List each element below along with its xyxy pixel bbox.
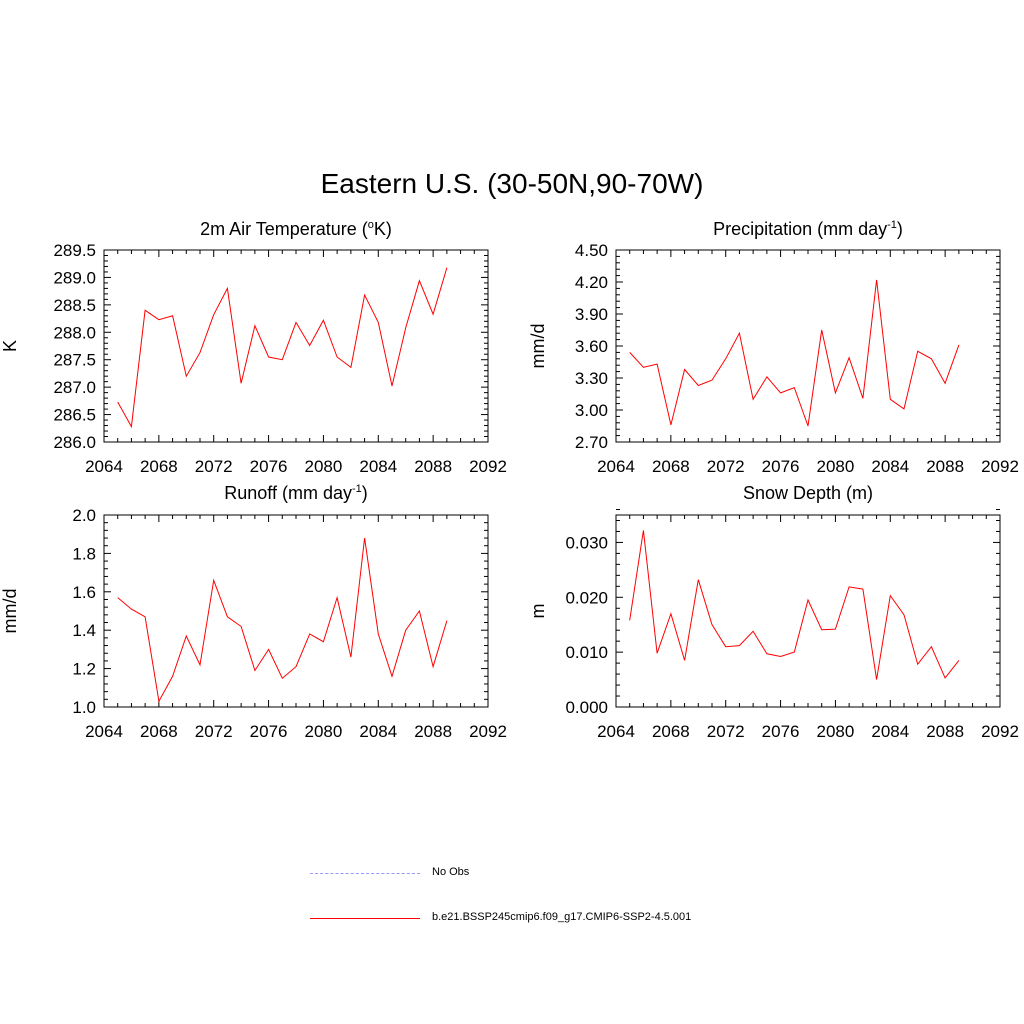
panel-title-runoff: Runoff (mm day-1) bbox=[104, 483, 488, 504]
x-tick-label: 2080 bbox=[817, 722, 855, 741]
y-tick-label: 288.0 bbox=[53, 323, 96, 342]
plot-frame bbox=[615, 514, 1001, 708]
panel-title-text: 2m Air Temperature ( bbox=[200, 219, 368, 239]
series-line bbox=[629, 279, 960, 427]
x-tick-label: 2080 bbox=[817, 457, 855, 476]
y-tick-label: 1.8 bbox=[72, 544, 96, 563]
x-tick-label: 2084 bbox=[359, 722, 397, 741]
y-tick-label: 1.2 bbox=[72, 660, 96, 679]
y-tick-label: 0.020 bbox=[565, 588, 608, 607]
x-tick-label: 2076 bbox=[250, 722, 288, 741]
legend-line-solid bbox=[310, 918, 420, 919]
series-line bbox=[117, 267, 448, 429]
x-tick-label: 2084 bbox=[871, 722, 909, 741]
x-tick-label: 2072 bbox=[195, 457, 233, 476]
panel-title-text: Runoff (mm day bbox=[224, 483, 352, 503]
x-tick-label: 2068 bbox=[140, 457, 178, 476]
y-tick-label: 1.4 bbox=[72, 621, 96, 640]
panel-title-temperature: 2m Air Temperature (oK) bbox=[104, 219, 488, 240]
y-axis-label: mm/d bbox=[528, 324, 548, 369]
y-tick-label: 2.0 bbox=[72, 506, 96, 525]
plot-frame bbox=[103, 249, 489, 443]
legend-label: No Obs bbox=[432, 866, 470, 878]
y-tick-label: 286.5 bbox=[53, 406, 96, 425]
y-tick-label: 4.20 bbox=[575, 273, 608, 292]
y-tick-label: 1.0 bbox=[72, 698, 96, 717]
x-tick-label: 2088 bbox=[414, 457, 452, 476]
chart-panel-precipitation: 2064 2068 2072 2076 2080 2084 2088 2092 2.70 3.00… bbox=[528, 241, 1019, 476]
x-tick-label: 2076 bbox=[762, 457, 800, 476]
x-tick-label: 2064 bbox=[597, 457, 635, 476]
legend-line-dashed bbox=[310, 873, 420, 874]
figure-title: Eastern U.S. (30-50N,90-70W) bbox=[320, 168, 704, 199]
panel-title-superscript: -1 bbox=[351, 483, 362, 495]
x-tick-label: 2088 bbox=[926, 722, 964, 741]
panel-title-text: Precipitation (mm day bbox=[713, 219, 888, 239]
y-tick-label: 286.0 bbox=[53, 433, 96, 452]
y-tick-label: 287.5 bbox=[53, 351, 96, 370]
x-tick-label: 2092 bbox=[469, 457, 507, 476]
chart-panel-temperature: 2064 2068 2072 2076 2080 2084 2088 2092 286.0 286… bbox=[0, 241, 507, 476]
x-tick-label: 2080 bbox=[305, 722, 343, 741]
y-tick-label: 0.030 bbox=[565, 533, 608, 552]
y-tick-label: 3.30 bbox=[575, 369, 608, 388]
panel-title-text: Snow Depth (m) bbox=[742, 483, 874, 503]
x-tick-label: 2068 bbox=[652, 457, 690, 476]
x-tick-label: 2092 bbox=[981, 457, 1019, 476]
x-tick-label: 2076 bbox=[762, 722, 800, 741]
panel-title-text-end: K) bbox=[373, 219, 392, 239]
y-tick-label: 3.60 bbox=[575, 337, 608, 356]
y-tick-label: 287.0 bbox=[53, 378, 96, 397]
chart-panel-snow-depth: 2064 2068 2072 2076 2080 2084 2088 2092 0.000 0.0… bbox=[528, 509, 1019, 741]
x-tick-label: 2088 bbox=[414, 722, 452, 741]
y-tick-label: 0.010 bbox=[565, 643, 608, 662]
y-tick-label: 4.50 bbox=[575, 241, 608, 260]
series-line bbox=[629, 530, 960, 680]
panel-title-superscript: o bbox=[367, 219, 374, 231]
x-tick-label: 2072 bbox=[707, 457, 745, 476]
y-axis-label: K bbox=[0, 340, 20, 352]
series-line bbox=[117, 537, 448, 703]
y-tick-label: 0.000 bbox=[565, 698, 608, 717]
x-tick-label: 2084 bbox=[871, 457, 909, 476]
x-tick-label: 2084 bbox=[359, 457, 397, 476]
x-tick-label: 2068 bbox=[652, 722, 690, 741]
y-tick-label: 288.5 bbox=[53, 296, 96, 315]
chart-panel-runoff: 2064 2068 2072 2076 2080 2084 2088 2092 1.0 1.2 1.… bbox=[0, 506, 507, 741]
x-tick-label: 2088 bbox=[926, 457, 964, 476]
x-tick-label: 2072 bbox=[707, 722, 745, 741]
x-tick-label: 2092 bbox=[469, 722, 507, 741]
y-tick-label: 289.0 bbox=[53, 268, 96, 287]
legend: No Obs b.e21.BSSP245cmip6.f09_g17.CMIP6-… bbox=[300, 860, 900, 940]
x-tick-label: 2068 bbox=[140, 722, 178, 741]
plot-frame bbox=[103, 514, 489, 708]
legend-label: b.e21.BSSP245cmip6.f09_g17.CMIP6-SSP2-4.… bbox=[432, 911, 692, 923]
panel-title-text-end: ) bbox=[896, 219, 903, 239]
x-tick-label: 2064 bbox=[85, 722, 123, 741]
panel-title-superscript: -1 bbox=[887, 219, 897, 231]
x-tick-label: 2072 bbox=[195, 722, 233, 741]
panel-title-text-end: ) bbox=[361, 483, 368, 503]
panel-title-precipitation: Precipitation (mm day-1) bbox=[616, 219, 1000, 240]
x-tick-label: 2092 bbox=[981, 722, 1019, 741]
x-tick-label: 2076 bbox=[250, 457, 288, 476]
panel-title-snow-depth: Snow Depth (m) bbox=[616, 483, 1000, 504]
y-tick-label: 2.70 bbox=[575, 433, 608, 452]
x-tick-label: 2080 bbox=[305, 457, 343, 476]
y-tick-label: 3.00 bbox=[575, 401, 608, 420]
y-tick-label: 289.5 bbox=[53, 241, 96, 260]
y-axis-label: m bbox=[528, 604, 548, 619]
y-tick-label: 1.6 bbox=[72, 583, 96, 602]
x-tick-label: 2064 bbox=[85, 457, 123, 476]
y-axis-label: mm/d bbox=[0, 589, 20, 634]
y-tick-label: 3.90 bbox=[575, 305, 608, 324]
x-tick-label: 2064 bbox=[597, 722, 635, 741]
